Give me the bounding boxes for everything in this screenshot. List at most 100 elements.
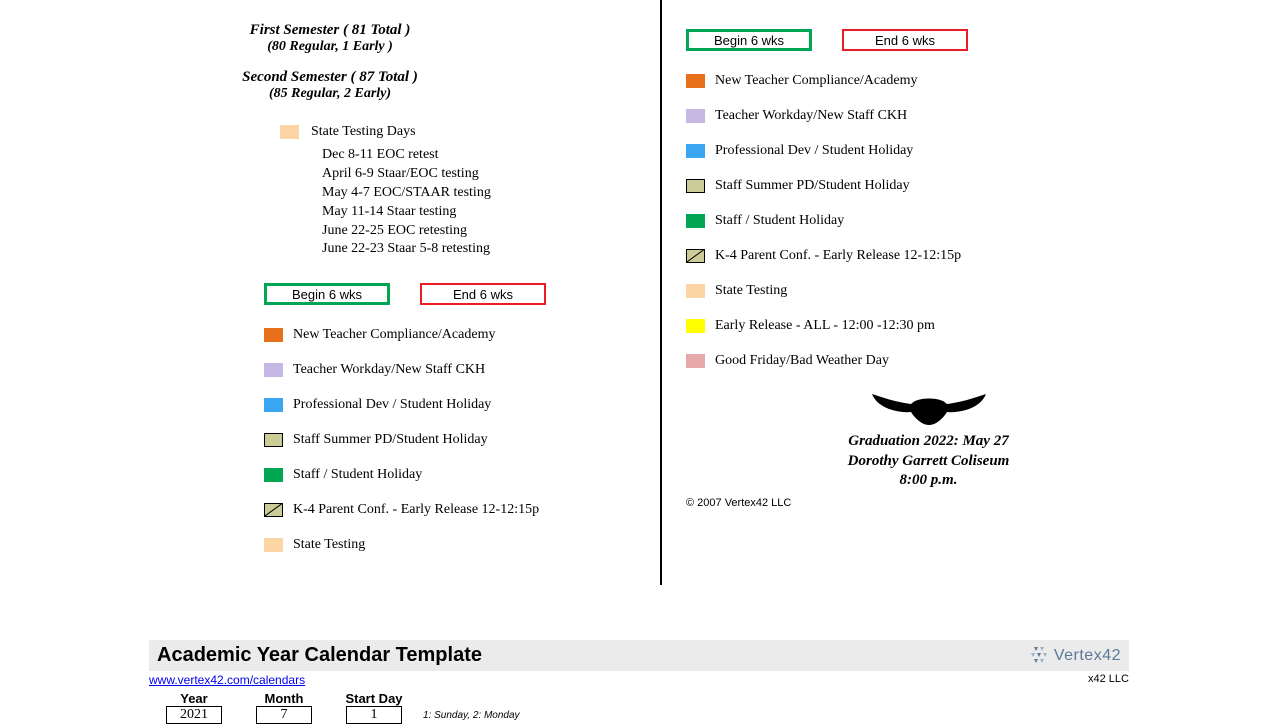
footer-llc: x42 LLC: [1088, 673, 1129, 687]
legend-item: Professional Dev / Student Holiday: [686, 143, 1195, 159]
second-semester-title: Second Semester ( 87 Total ): [0, 69, 660, 86]
testing-item: Dec 8-11 EOC retest: [322, 146, 660, 165]
legend-label: Staff / Student Holiday: [715, 213, 844, 229]
legend-swatch: [264, 503, 283, 517]
copyright-text: © 2007 Vertex42 LLC: [686, 497, 1195, 509]
legend-swatch: [264, 328, 283, 342]
legend-label: State Testing: [715, 283, 787, 299]
testing-item: June 22-23 Staar 5-8 retesting: [322, 240, 660, 259]
legend-boxes-left: Begin 6 wks End 6 wks: [264, 283, 660, 305]
begin-6wks-box: Begin 6 wks: [264, 283, 390, 305]
legend-item: Teacher Workday/New Staff CKH: [686, 108, 1195, 124]
settings-values: 2021 7 1 1: Sunday, 2: Monday: [149, 706, 1129, 724]
legend-label: Staff Summer PD/Student Holiday: [715, 178, 910, 194]
legend-swatch: [264, 363, 283, 377]
legend-label: Early Release - ALL - 12:00 -12:30 pm: [715, 318, 935, 334]
legend-label: Staff Summer PD/Student Holiday: [293, 432, 488, 448]
footer-title: Academic Year Calendar Template: [157, 644, 482, 667]
testing-header-label: State Testing Days: [311, 124, 416, 140]
graduation-block: Graduation 2022: May 27 Dorothy Garrett …: [662, 388, 1195, 491]
legend-list-right: New Teacher Compliance/Academy Teacher Wo…: [686, 73, 1195, 369]
testing-items: Dec 8-11 EOC retestApril 6-9 Staar/EOC t…: [322, 146, 660, 259]
testing-item: June 22-25 EOC retesting: [322, 222, 660, 241]
value-month[interactable]: 7: [256, 706, 312, 724]
second-semester-sub: (85 Regular, 2 Early): [0, 86, 660, 102]
legend-label: State Testing: [293, 537, 365, 553]
legend-swatch: [686, 284, 705, 298]
testing-item: May 11-14 Staar testing: [322, 203, 660, 222]
legend-boxes-right: Begin 6 wks End 6 wks: [686, 29, 1195, 51]
legend-item: Professional Dev / Student Holiday: [264, 397, 660, 413]
legend-swatch: [686, 354, 705, 368]
header-year: Year: [149, 691, 239, 706]
legend-item: State Testing: [686, 283, 1195, 299]
legend-label: Teacher Workday/New Staff CKH: [715, 108, 907, 124]
legend-swatch: [686, 214, 705, 228]
legend-item: Staff / Student Holiday: [264, 467, 660, 483]
legend-label: New Teacher Compliance/Academy: [293, 327, 495, 343]
longhorn-icon: [869, 388, 989, 428]
legend-item: K-4 Parent Conf. - Early Release 12-12:1…: [264, 502, 660, 518]
first-semester-block: First Semester ( 81 Total ) (80 Regular,…: [0, 22, 660, 55]
settings-row: Year Month Start Day 2021 7 1 1: Sunday,…: [149, 691, 1129, 724]
settings-headers: Year Month Start Day: [149, 691, 1129, 706]
legend-list-left: New Teacher Compliance/Academy Teacher Wo…: [264, 327, 660, 553]
graduation-line2: Dorothy Garrett Coliseum: [662, 452, 1195, 472]
footer-title-bar: Academic Year Calendar Template Vertex42: [149, 640, 1129, 671]
legend-swatch: [686, 144, 705, 158]
begin-6wks-box-right: Begin 6 wks: [686, 29, 812, 51]
legend-swatch: [686, 74, 705, 88]
end-6wks-box: End 6 wks: [420, 283, 546, 305]
legend-label: K-4 Parent Conf. - Early Release 12-12:1…: [293, 502, 539, 518]
graduation-line1: Graduation 2022: May 27: [662, 432, 1195, 452]
second-semester-block: Second Semester ( 87 Total ) (85 Regular…: [0, 69, 660, 102]
legend-swatch: [264, 398, 283, 412]
legend-item: K-4 Parent Conf. - Early Release 12-12:1…: [686, 248, 1195, 264]
first-semester-title: First Semester ( 81 Total ): [0, 22, 660, 39]
legend-label: Staff / Student Holiday: [293, 467, 422, 483]
legend-swatch: [686, 319, 705, 333]
left-legend-wrap: Begin 6 wks End 6 wks New Teacher Compli…: [264, 283, 660, 553]
page-content: First Semester ( 81 Total ) (80 Regular,…: [0, 0, 1279, 585]
legend-item: New Teacher Compliance/Academy: [686, 73, 1195, 89]
graduation-line3: 8:00 p.m.: [662, 471, 1195, 491]
legend-item: Teacher Workday/New Staff CKH: [264, 362, 660, 378]
legend-label: Professional Dev / Student Holiday: [293, 397, 491, 413]
right-column: Begin 6 wks End 6 wks New Teacher Compli…: [660, 0, 1195, 585]
end-6wks-box-right: End 6 wks: [842, 29, 968, 51]
legend-item: Early Release - ALL - 12:00 -12:30 pm: [686, 318, 1195, 334]
footer: Academic Year Calendar Template Vertex42…: [149, 640, 1129, 724]
header-startday: Start Day: [329, 691, 419, 706]
legend-swatch: [686, 249, 705, 263]
legend-item: Staff Summer PD/Student Holiday: [686, 178, 1195, 194]
legend-swatch: [686, 179, 705, 193]
vertex42-logo: Vertex42: [1030, 647, 1121, 665]
legend-label: Professional Dev / Student Holiday: [715, 143, 913, 159]
legend-item: State Testing: [264, 537, 660, 553]
legend-swatch: [686, 109, 705, 123]
legend-label: Good Friday/Bad Weather Day: [715, 353, 889, 369]
header-month: Month: [239, 691, 329, 706]
testing-item: April 6-9 Staar/EOC testing: [322, 165, 660, 184]
testing-section: State Testing Days Dec 8-11 EOC retestAp…: [280, 124, 660, 259]
vertex42-logo-icon: [1030, 647, 1050, 665]
legend-item: Staff Summer PD/Student Holiday: [264, 432, 660, 448]
right-legend-wrap: Begin 6 wks End 6 wks New Teacher Compli…: [686, 29, 1195, 369]
legend-swatch: [264, 538, 283, 552]
legend-swatch: [264, 433, 283, 447]
testing-header: State Testing Days: [280, 124, 660, 140]
vertex42-logo-text: Vertex42: [1054, 647, 1121, 665]
legend-label: New Teacher Compliance/Academy: [715, 73, 917, 89]
left-column: First Semester ( 81 Total ) (80 Regular,…: [0, 0, 660, 585]
legend-item: Good Friday/Bad Weather Day: [686, 353, 1195, 369]
legend-label: K-4 Parent Conf. - Early Release 12-12:1…: [715, 248, 961, 264]
legend-label: Teacher Workday/New Staff CKH: [293, 362, 485, 378]
testing-swatch: [280, 125, 299, 139]
value-year[interactable]: 2021: [166, 706, 222, 724]
footer-link[interactable]: www.vertex42.com/calendars: [149, 673, 305, 687]
value-startday[interactable]: 1: [346, 706, 402, 724]
legend-item: New Teacher Compliance/Academy: [264, 327, 660, 343]
first-semester-sub: (80 Regular, 1 Early ): [0, 39, 660, 55]
legend-swatch: [264, 468, 283, 482]
legend-item: Staff / Student Holiday: [686, 213, 1195, 229]
